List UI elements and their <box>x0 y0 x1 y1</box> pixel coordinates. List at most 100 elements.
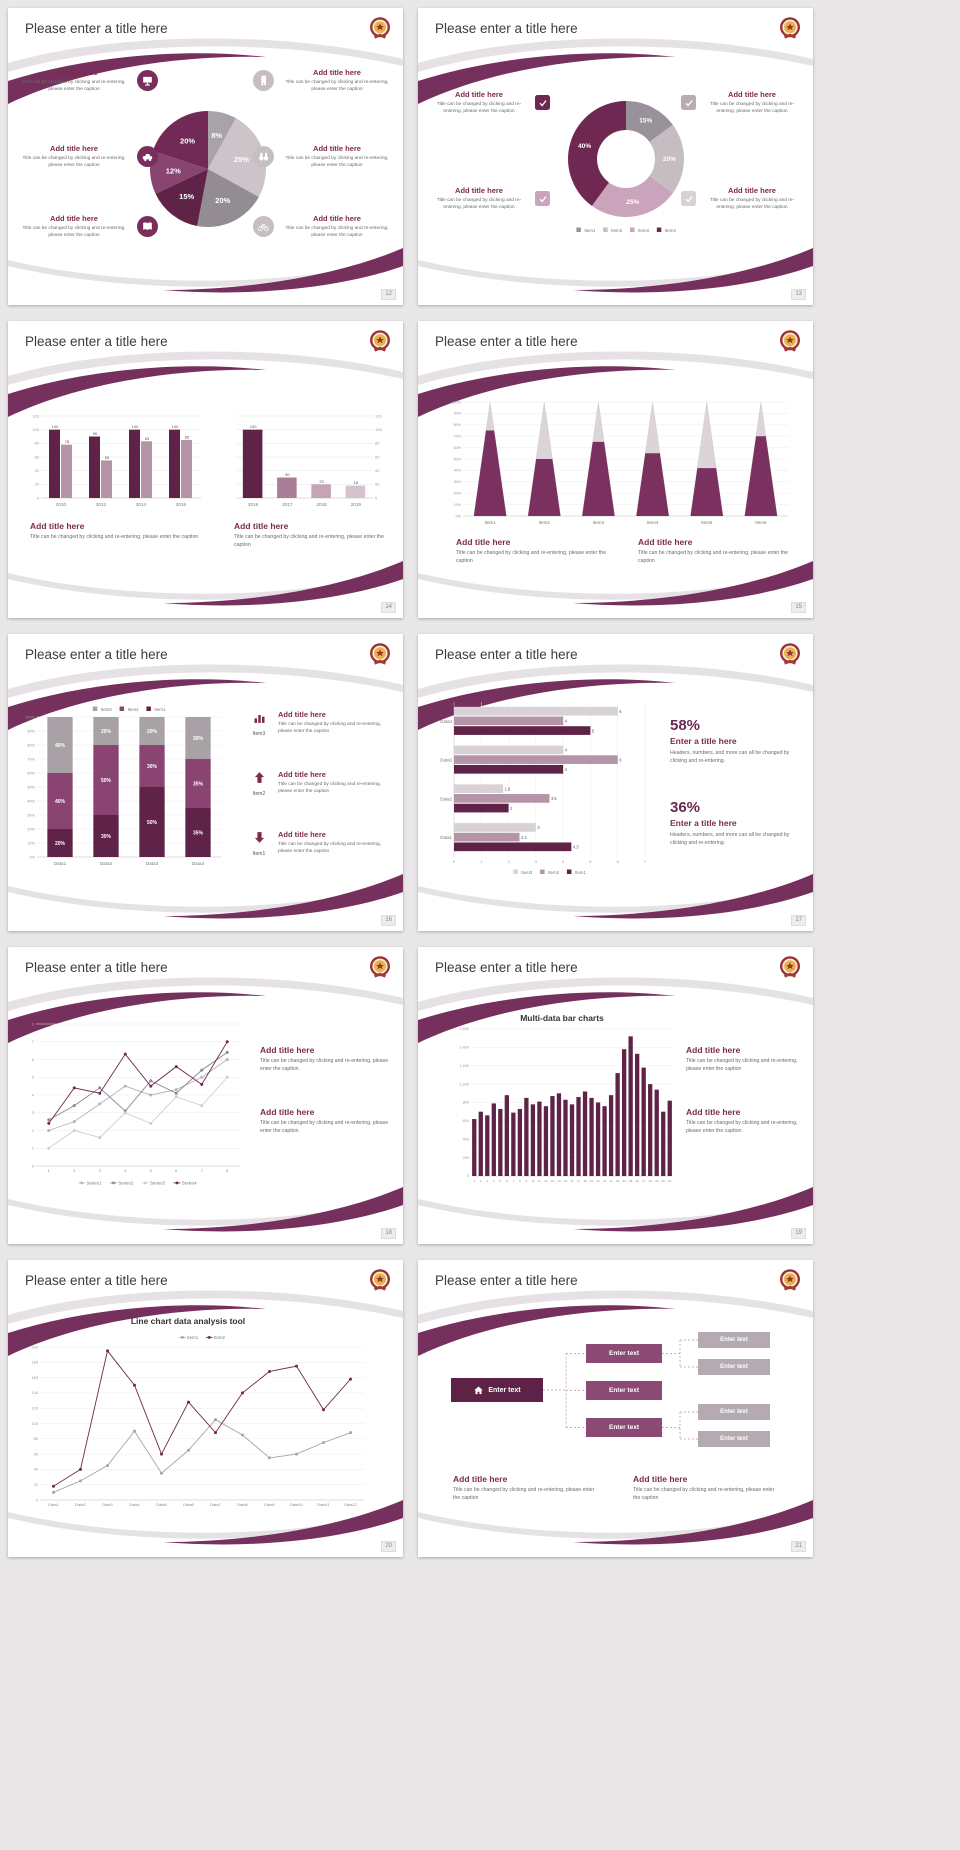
slide-15[interactable]: Please enter a title here 0% 10% 20% 30% 40%… <box>418 321 813 618</box>
callout-check-1: Add title here Title can be changed by cl… <box>428 90 550 116</box>
block-title: Add title here <box>686 1107 741 1117</box>
stat-title: Enter a title here <box>670 735 737 746</box>
svg-text:1,600: 1,600 <box>459 1027 469 1031</box>
slide-12[interactable]: Please enter a title here 8% 25% 20% 15% 12%… <box>8 8 403 305</box>
svg-text:600: 600 <box>463 1119 469 1123</box>
svg-text:20: 20 <box>597 1179 601 1183</box>
svg-text:40: 40 <box>375 468 380 473</box>
svg-text:Data11: Data11 <box>317 1502 329 1507</box>
chart-title: Line chart data analysis tool <box>130 1316 246 1326</box>
svg-text:Data9: Data9 <box>264 1502 274 1507</box>
svg-text:5: 5 <box>32 1075 34 1080</box>
block-title: Add title here <box>260 1045 315 1055</box>
slide-19[interactable]: Please enter a title here Multi-data bar… <box>418 947 813 1244</box>
slide-title: Please enter a title here <box>435 334 578 349</box>
svg-text:0%: 0% <box>456 514 462 518</box>
slide-16[interactable]: Please enter a title here Item3 Item2 Item… <box>8 634 403 931</box>
block-caption: Title can be changed by clicking and re-… <box>260 1120 389 1135</box>
diagram-mid-box[interactable]: Enter text <box>586 1381 662 1400</box>
slide-title: Please enter a title here <box>435 1273 578 1288</box>
callout-title: Add title here <box>313 68 361 77</box>
icon-label: Item2 <box>252 791 266 797</box>
svg-text:Item3: Item3 <box>593 520 605 525</box>
svg-text:2018: 2018 <box>317 502 328 507</box>
block-caption: Title can be changed by clicking and re-… <box>260 1058 389 1073</box>
svg-text:2: 2 <box>507 859 510 864</box>
svg-text:Item1: Item1 <box>187 1335 199 1340</box>
svg-text:20%: 20% <box>180 136 195 145</box>
page-number: 14 <box>381 602 396 613</box>
diagram-mid-box[interactable]: Enter text <box>586 1418 662 1437</box>
svg-text:100: 100 <box>172 424 179 429</box>
chart-title: Multi-data bar charts <box>520 1013 604 1023</box>
diagram-leaf-box[interactable]: Enter text <box>698 1404 770 1420</box>
svg-text:80: 80 <box>34 1436 39 1441</box>
diagram-leaf-box[interactable]: Enter text <box>698 1332 770 1348</box>
svg-text:6: 6 <box>175 1168 177 1173</box>
slide-title: Please enter a title here <box>435 960 578 975</box>
svg-text:Item6: Item6 <box>755 520 767 525</box>
page-number: 20 <box>381 1541 396 1552</box>
slide-14[interactable]: Please enter a title here 0 20 40 60 80 100 12… <box>8 321 403 618</box>
svg-text:Data7: Data7 <box>210 1502 220 1507</box>
svg-text:Data10: Data10 <box>290 1502 303 1507</box>
svg-text:7: 7 <box>644 859 647 864</box>
svg-text:12%: 12% <box>166 167 181 176</box>
pie-chart: 8% 25% 20% 15% 12% 20% <box>149 110 267 228</box>
svg-text:20: 20 <box>375 482 380 487</box>
line-chart: 0 1 2 3 4 5 6 7 8 1 2 3 4 5 6 7 8 Series1 Series2 Series3 Se… <box>18 1017 248 1187</box>
svg-text:10%: 10% <box>27 840 35 845</box>
page-number: 17 <box>791 915 806 926</box>
callout-caption: Title can be changed by clicking and re-… <box>278 842 382 855</box>
horizontal-bar-chart: 0 1 2 3 4 5 6 7 6 4 5 Data4 4 6 4 Data3 1.8 3.5 2 Data2 3 2.4… <box>428 698 658 876</box>
callout-caption: Title can be changed by clicking and re-… <box>278 782 382 795</box>
callout-caption: Title can be changed by clicking and re-… <box>22 156 126 169</box>
svg-text:20: 20 <box>35 482 40 487</box>
slide-21[interactable]: Please enter a title here Enter text Ent… <box>418 1260 813 1557</box>
slide-20[interactable]: Please enter a title here Line chart dat… <box>8 1260 403 1557</box>
diagram-leaf-box[interactable]: Enter text <box>698 1431 770 1447</box>
svg-text:100: 100 <box>375 427 382 432</box>
icon-label: Item1 <box>252 851 266 857</box>
slide-13[interactable]: Please enter a title here 15% 20% 25% 40% It… <box>418 8 813 305</box>
school-logo-icon <box>370 17 390 39</box>
svg-text:2019: 2019 <box>351 502 362 507</box>
svg-text:7: 7 <box>513 1179 515 1183</box>
svg-text:2: 2 <box>73 1168 75 1173</box>
svg-text:5: 5 <box>150 1168 152 1173</box>
svg-text:6: 6 <box>506 1179 508 1183</box>
callout-caption: Title can be changed by clicking and re-… <box>709 198 795 211</box>
svg-text:18: 18 <box>354 480 359 485</box>
slide-18[interactable]: Please enter a title here 0 1 2 3 4 5 6 7 8 1 2 3 4 5… <box>8 947 403 1244</box>
svg-text:15%: 15% <box>179 192 194 201</box>
callout-caption: Title can be changed by clicking and re-… <box>285 80 389 93</box>
slide-17[interactable]: Please enter a title here 0 1 2 3 4 5 6 7 6 4 5 Dat… <box>418 634 813 931</box>
diagram-root-box[interactable]: Enter text <box>451 1378 543 1402</box>
svg-text:20%: 20% <box>215 196 230 205</box>
text-block: Add title here Title can be changed by c… <box>633 1474 783 1502</box>
svg-text:10: 10 <box>531 1179 535 1183</box>
svg-text:Data12: Data12 <box>344 1502 357 1507</box>
callout-caption: Title can be changed by clicking and re-… <box>22 80 126 93</box>
svg-text:4: 4 <box>565 767 568 772</box>
svg-text:3: 3 <box>537 825 540 830</box>
svg-text:4.3: 4.3 <box>573 845 579 850</box>
slide-title: Please enter a title here <box>25 21 168 36</box>
text-block: Add title here Title can be changed by c… <box>260 1045 392 1073</box>
svg-text:20%: 20% <box>663 156 676 163</box>
stat-block: 58% Enter a title here Headers, numbers,… <box>670 717 802 765</box>
svg-text:22: 22 <box>610 1179 614 1183</box>
home-icon <box>473 1385 484 1396</box>
callout-check-3: Add title here Title can be changed by cl… <box>428 186 550 212</box>
svg-text:100: 100 <box>250 424 257 429</box>
svg-text:Data5: Data5 <box>156 1502 166 1507</box>
checkbox-icon <box>535 191 550 207</box>
school-logo-icon <box>370 643 390 665</box>
diagram-mid-box[interactable]: Enter text <box>586 1344 662 1363</box>
svg-text:9: 9 <box>526 1179 528 1183</box>
diagram-leaf-box[interactable]: Enter text <box>698 1359 770 1375</box>
bar-chart-icon-wrap: Item3 <box>246 710 272 737</box>
block-title: Add title here <box>30 521 85 531</box>
svg-text:6: 6 <box>617 859 620 864</box>
school-logo-icon <box>780 643 800 665</box>
